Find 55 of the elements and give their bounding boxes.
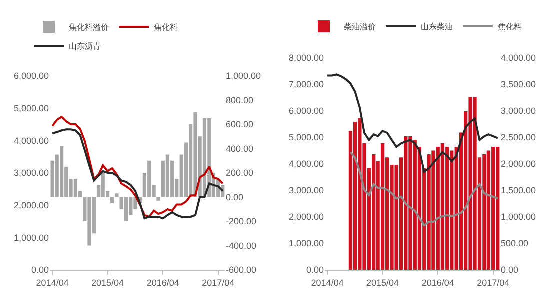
y2-tick-label: 0.00	[226, 192, 244, 202]
y2-tick-label: 2,000.00	[501, 159, 536, 170]
y2-tick-label: 200.00	[226, 168, 254, 178]
y2-tick-label: 400.00	[226, 144, 254, 154]
y-tick-label: 6,000.00	[288, 106, 324, 116]
y-tick-label: 6,000.00	[14, 71, 49, 82]
legend-label: 山东柴油	[421, 22, 453, 32]
y2-tick-label: 4,000.00	[501, 53, 536, 64]
y-tick-label: 5,000.00	[14, 103, 49, 114]
line-series	[350, 151, 499, 226]
y2-tick-label: 3,000.00	[501, 106, 536, 116]
y-tick-label: 1,000.00	[288, 238, 324, 249]
y2-tick-label: -200.00	[226, 216, 257, 227]
y2-tick-label: 0.00	[501, 265, 519, 276]
y2-tick-label: 1,000.00	[226, 71, 262, 82]
x-tick-label: 2017/04	[202, 278, 235, 288]
y-tick-label: 5,000.00	[288, 132, 324, 143]
y-tick-label: 0.00	[31, 265, 49, 276]
y-tick-label: 2,000.00	[14, 200, 49, 210]
legend-label: 焦化料溢价	[69, 23, 109, 32]
y-tick-label: 1,000.00	[14, 232, 49, 243]
legend-label: 山东沥青	[69, 42, 101, 52]
x-tick-label: 2015/04	[366, 278, 400, 288]
line-series	[326, 74, 499, 173]
x-tick-label: 2014/04	[36, 278, 69, 288]
y2-tick-label: 800.00	[226, 95, 254, 106]
y-tick-label: 4,000.00	[288, 159, 324, 170]
y-tick-label: 3,000.00	[288, 186, 324, 196]
y2-tick-label: 500.00	[501, 238, 529, 249]
y-tick-label: 2,000.00	[288, 212, 324, 222]
y2-tick-label: -400.00	[226, 240, 257, 251]
bar	[110, 197, 114, 204]
y2-tick-label: -600.00	[226, 265, 257, 276]
y-tick-label: 7,000.00	[288, 80, 324, 90]
x-tick-label: 2017/04	[477, 278, 510, 288]
y2-tick-label: 600.00	[226, 120, 254, 130]
x-tick-label: 2014/04	[311, 278, 344, 288]
x-tick-label: 2015/04	[92, 278, 124, 288]
bar	[353, 122, 358, 270]
bar	[115, 194, 119, 198]
legend-label: 焦化料	[154, 23, 178, 32]
x-tick-label: 2016/04	[146, 278, 180, 288]
bar	[380, 143, 385, 270]
y2-tick-label: 2,500.00	[501, 132, 536, 143]
y2-tick-label: 1,000.00	[501, 212, 536, 222]
legend-label: 柴油溢价	[344, 22, 376, 32]
y-tick-label: 0.00	[306, 265, 324, 276]
y-tick-label: 3,000.00	[14, 168, 49, 178]
bar	[156, 197, 160, 201]
y2-tick-label: 1,500.00	[501, 186, 536, 196]
x-tick-label: 2016/04	[422, 278, 454, 288]
legend-label: 焦化料	[498, 22, 522, 32]
y-tick-label: 8,000.00	[288, 53, 324, 64]
y2-tick-label: 3,500.00	[501, 80, 536, 90]
y-tick-label: 4,000.00	[14, 136, 49, 146]
